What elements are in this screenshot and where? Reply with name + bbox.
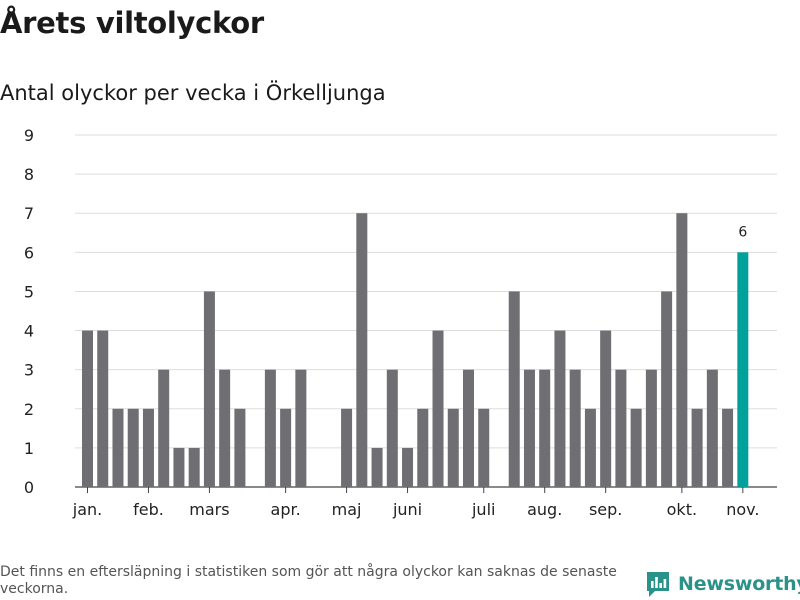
- bar: [463, 369, 474, 487]
- y-tick-label: 6: [24, 243, 34, 262]
- bar: [112, 408, 124, 487]
- bar: [173, 447, 185, 487]
- x-tick-label: mars: [189, 500, 229, 519]
- bar: [127, 408, 139, 487]
- bar: [508, 291, 520, 487]
- y-tick-label: 1: [24, 439, 34, 458]
- bar: [219, 369, 231, 487]
- bar: [97, 330, 109, 487]
- x-tick-label: aug.: [527, 500, 562, 519]
- x-tick-label: sep.: [589, 500, 622, 519]
- y-tick-label: 7: [24, 204, 34, 223]
- bar: [523, 369, 535, 487]
- highlight-data-label: 6: [738, 224, 747, 240]
- y-tick-label: 9: [24, 126, 34, 145]
- bar: [234, 408, 246, 487]
- bar: [676, 213, 688, 487]
- x-tick-label: juli: [471, 500, 495, 519]
- brand-name: Newsworthy: [678, 573, 800, 595]
- bar: [630, 408, 642, 487]
- x-axis-ticks: jan. feb. mars apr. maj juni juli aug. sep. okt. n…: [72, 487, 759, 519]
- bar: [447, 408, 459, 487]
- y-tick-label: 8: [24, 165, 34, 184]
- chart-title: Årets viltolyckor: [0, 6, 264, 40]
- x-tick-label: jan.: [72, 500, 102, 519]
- bar: [295, 369, 307, 487]
- bar: [645, 369, 657, 487]
- y-tick-label: 3: [24, 361, 34, 380]
- bar: [341, 408, 353, 487]
- bar: [661, 291, 673, 487]
- brand-logo[interactable]: Newsworthy: [645, 570, 800, 598]
- bar: [615, 369, 627, 487]
- x-tick-label: nov.: [726, 500, 759, 519]
- chart-subtitle: Antal olyckor per vecka i Örkelljunga: [0, 81, 386, 105]
- x-tick-label: juni: [392, 500, 422, 519]
- newsworthy-logo-icon: [647, 572, 669, 597]
- bar: [386, 369, 398, 487]
- x-tick-label: feb.: [133, 500, 164, 519]
- data-labels: 6: [738, 224, 747, 240]
- bar: [158, 369, 170, 487]
- bar: [569, 369, 581, 487]
- bar: [554, 330, 566, 487]
- bars: [82, 213, 749, 487]
- bar: [203, 291, 215, 487]
- bar: [402, 447, 414, 487]
- highlight-bar: [737, 252, 749, 487]
- bar: [142, 408, 154, 487]
- y-tick-label: 4: [24, 322, 34, 341]
- bar: [600, 330, 612, 487]
- bar: [280, 408, 292, 487]
- bar-chart: 0 1 2 3 4 5 6 7 8 9 jan. feb. mars apr. maj juni juli au…: [24, 126, 777, 519]
- x-tick-label: okt.: [667, 500, 697, 519]
- y-tick-label: 2: [24, 400, 34, 419]
- bar: [371, 447, 383, 487]
- y-tick-label: 0: [24, 478, 34, 497]
- bar: [432, 330, 444, 487]
- bar: [478, 408, 490, 487]
- bar: [188, 447, 200, 487]
- bar: [706, 369, 718, 487]
- bar: [264, 369, 276, 487]
- bar: [722, 408, 734, 487]
- footnote: Det finns en eftersläpning i statistiken…: [0, 564, 617, 597]
- bar: [691, 408, 703, 487]
- bar: [356, 213, 368, 487]
- bar: [539, 369, 551, 487]
- bar: [82, 330, 93, 487]
- y-tick-label: 5: [24, 282, 34, 301]
- bar: [417, 408, 429, 487]
- x-tick-label: apr.: [271, 500, 301, 519]
- bar: [584, 408, 596, 487]
- x-tick-label: maj: [332, 500, 362, 519]
- y-axis-ticks: 0 1 2 3 4 5 6 7 8 9: [24, 126, 34, 497]
